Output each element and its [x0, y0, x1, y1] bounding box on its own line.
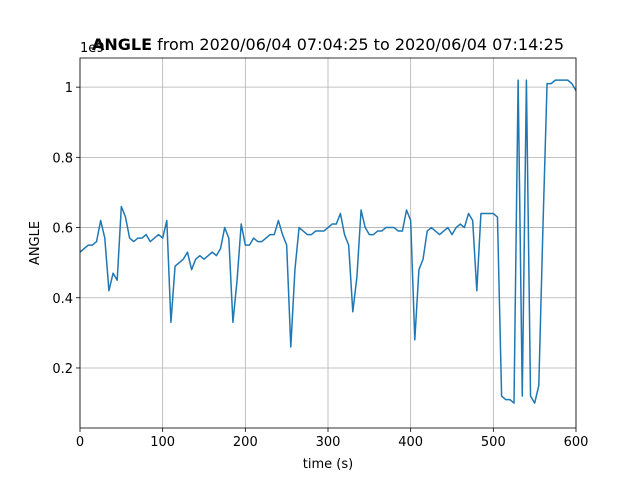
title-bold: ANGLE [92, 35, 152, 54]
y-tick-label: 0.6 [52, 222, 73, 237]
y-tick-label: 0.2 [52, 362, 73, 377]
x-tick-label: 600 [564, 435, 589, 450]
title-rest: from 2020/06/04 07:04:25 to 2020/06/04 0… [157, 35, 564, 54]
x-tick-label: 0 [76, 435, 84, 450]
x-tick-label: 300 [316, 435, 341, 450]
data-line [79, 79, 577, 404]
x-tick-label: 500 [481, 435, 506, 450]
y-tick-label: 1 [65, 81, 73, 96]
x-tick-label: 400 [398, 435, 423, 450]
plot-frame [79, 57, 577, 429]
x-tick-label: 200 [233, 435, 258, 450]
x-tick-label: 100 [150, 435, 175, 450]
x-axis-label: time (s) [303, 457, 353, 472]
y-tick-label: 0.8 [52, 151, 73, 166]
y-axis-label: ANGLE [28, 221, 43, 265]
chart-title: ANGLE from 2020/06/04 07:04:25 to 2020/0… [92, 35, 564, 54]
y-tick-label: 0.4 [52, 292, 73, 307]
offset-label: 1e9 [80, 41, 105, 56]
